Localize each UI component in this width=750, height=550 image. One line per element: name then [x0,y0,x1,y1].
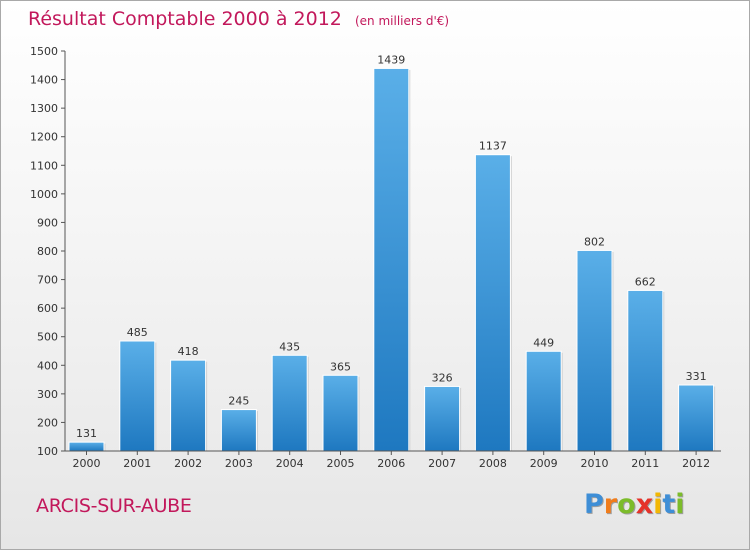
y-tick-label: 1300 [30,102,58,115]
bar-2010 [576,249,613,452]
y-axis: 100 200 300 400 500 600 700 800 900 1000 1100 1200 1… [30,45,66,458]
x-tick-label: 2004 [276,457,304,470]
bar-value-label: 365 [330,360,351,373]
bar-value-label: 1439 [377,53,405,66]
y-tick-label: 1100 [30,159,58,172]
logo-letter: x [635,489,654,520]
logo-letter: i [675,489,685,520]
y-tick-label: 100 [37,445,58,458]
bar-value-label: 662 [635,275,656,288]
logo-letter: r [603,489,618,520]
bar-2002 [170,359,207,452]
bar-2011 [627,289,664,452]
x-tick-label: 2012 [682,457,710,470]
bar-value-label: 449 [533,336,554,349]
bar-value-label: 485 [127,326,148,339]
bar-2012 [678,384,715,452]
x-tick-label: 2002 [174,457,202,470]
x-tick-label: 2010 [581,457,609,470]
y-tick-label: 500 [37,331,58,344]
bar-2008 [474,154,511,452]
y-tick-label: 800 [37,245,58,258]
bar-value-label: 326 [432,371,453,384]
bar-2006 [373,67,410,452]
x-tick-label: 2005 [327,457,355,470]
bar-value-label: 435 [279,340,300,353]
bar-value-label: 802 [584,235,605,248]
logo-letter: o [617,489,636,520]
bar-2005 [322,374,359,452]
chart-title: Résultat Comptable 2000 à 2012 [28,8,342,30]
y-tick-label: 200 [37,416,58,429]
bar-2004 [271,354,308,452]
x-tick-label: 2009 [530,457,558,470]
title-row: Résultat Comptable 2000 à 2012 (en milli… [28,8,449,30]
bar-value-label: 245 [228,395,249,408]
bar-2009 [525,350,562,452]
bar-value-label: 418 [178,345,199,358]
bar-value-label: 1137 [479,140,507,153]
y-tick-label: 1000 [30,188,58,201]
x-tick-label: 2003 [225,457,253,470]
chart-subtitle: (en milliers d'€) [354,14,450,28]
y-tick-label: 1400 [30,74,58,87]
x-tick-label: 2011 [631,457,659,470]
x-tick-label: 2006 [377,457,405,470]
bar-2001 [119,340,156,452]
y-tick-label: 600 [37,302,58,315]
y-tick-label: 400 [37,359,58,372]
bar-2003 [220,409,257,452]
logo-letter: t [662,489,676,520]
bar-value-label: 131 [76,427,97,440]
y-tick-label: 1200 [30,131,58,144]
city-name: ARCIS-SUR-AUBE [36,495,192,517]
logo-letter: i [653,489,663,520]
y-tick-label: 900 [37,216,58,229]
bar-2000 [68,441,105,452]
proxiti-logo[interactable]: Proxiti [584,489,685,520]
y-tick-label: 700 [37,274,58,287]
y-tick-label: 1500 [30,45,58,58]
bar-2007 [424,385,461,452]
x-tick-label: 2007 [428,457,456,470]
y-tick-label: 300 [37,388,58,401]
x-tick-label: 2001 [123,457,151,470]
bar-value-label: 331 [686,370,707,383]
logo-letter: P [584,489,604,520]
x-tick-label: 2008 [479,457,507,470]
x-axis: 2000 2001 2002 2003 2004 2005 2006 2007 2008 2009… [65,450,721,470]
bars: 131 485 418 245 435 365 1439 326 1137 449 802 662 33… [68,53,716,452]
x-tick-label: 2000 [73,457,101,470]
